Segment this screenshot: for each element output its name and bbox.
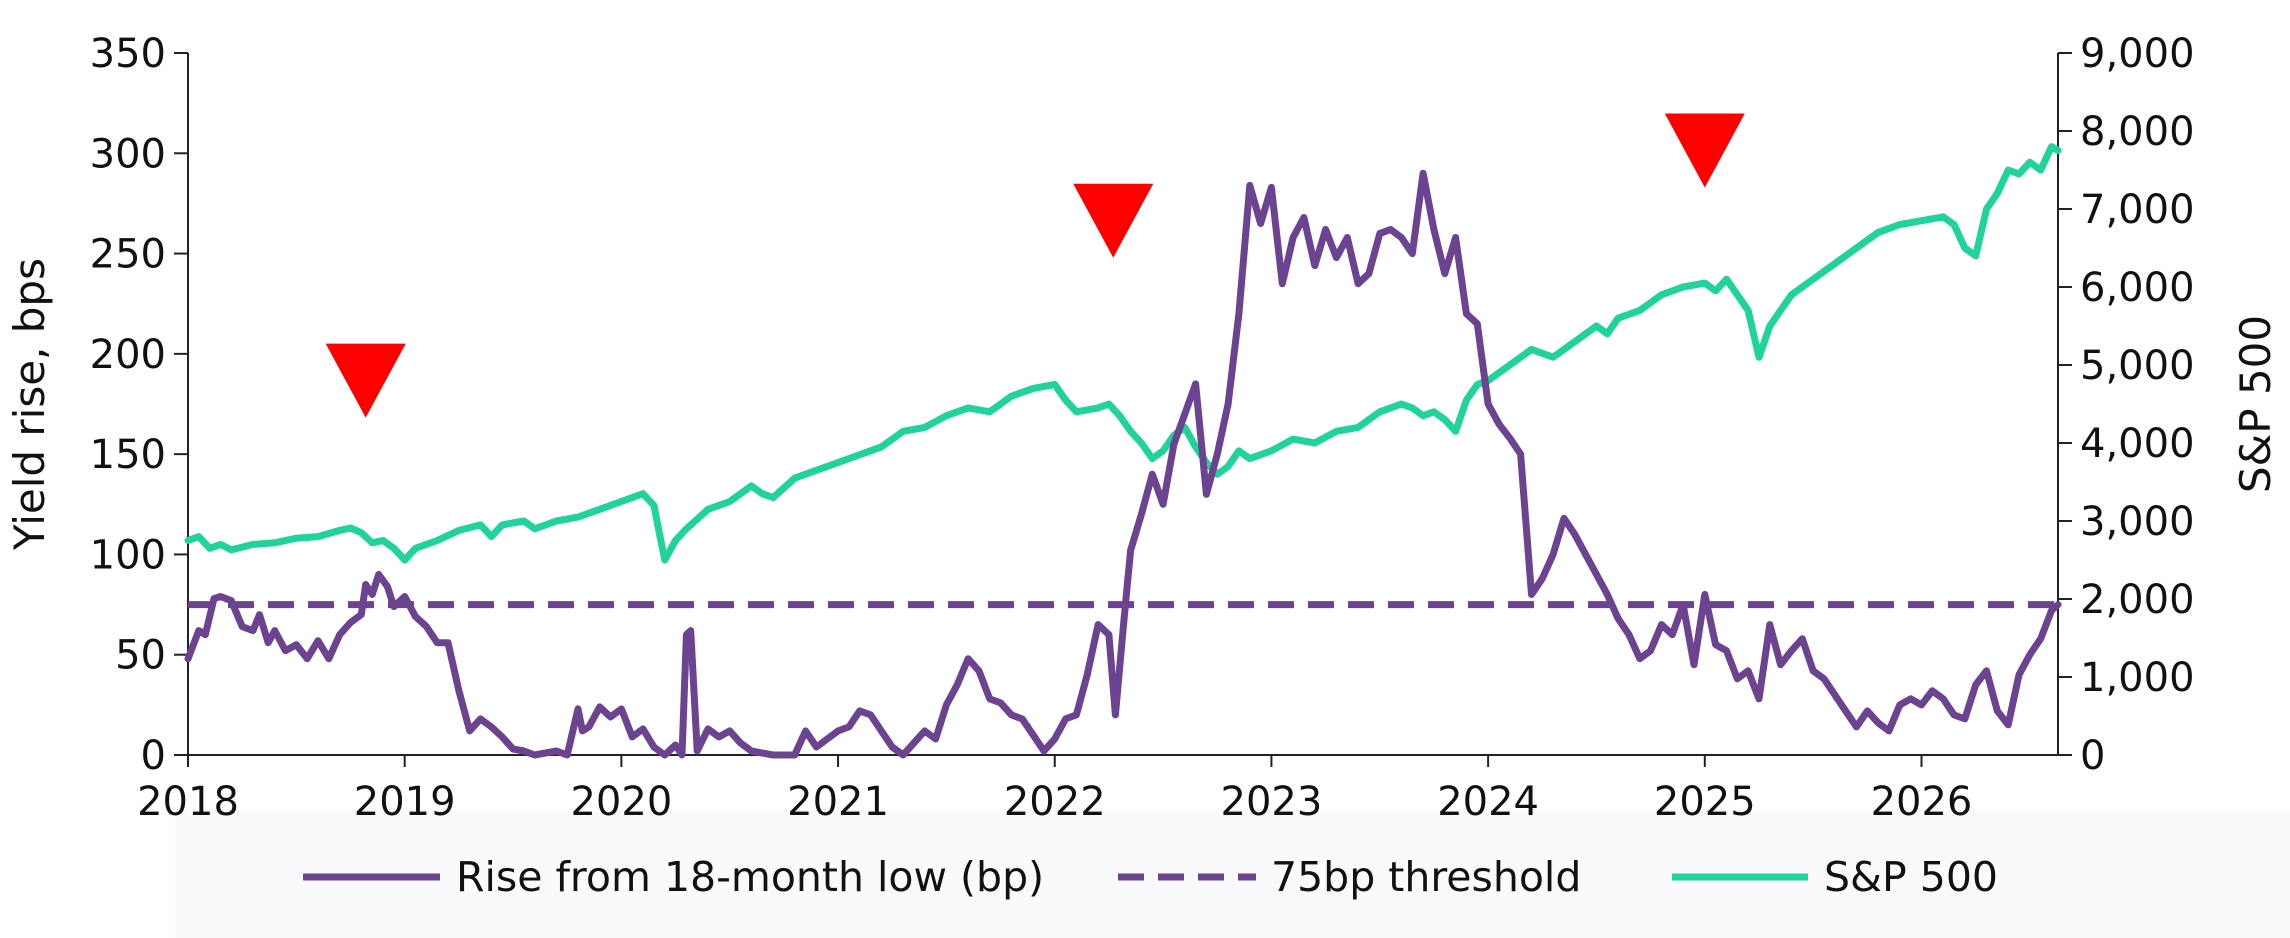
x-tick-label: 2024 [1437, 779, 1539, 825]
legend-item-yield-rise: Rise from 18-month low (bp) [303, 853, 1044, 901]
y-tick-label-left: 150 [90, 432, 166, 478]
y-tick-label-left: 100 [90, 532, 166, 578]
x-tick-label: 2023 [1221, 779, 1323, 825]
x-tick-label: 2026 [1871, 779, 1973, 825]
annotation-layer [325, 113, 1745, 418]
legend-label-sp500: S&P 500 [1824, 853, 1998, 901]
series-line-yield-rise [184, 169, 2062, 759]
legend-label-threshold: 75bp threshold [1271, 853, 1581, 901]
y-tick-label-right: 2,000 [2080, 577, 2195, 623]
y-tick-label-right: 9,000 [2080, 31, 2195, 77]
y-tick-label-left: 350 [90, 31, 166, 77]
legend-label-yield-rise: Rise from 18-month low (bp) [456, 853, 1044, 901]
y-tick-label-left: 200 [90, 332, 166, 378]
legend-item-threshold: 75bp threshold [1118, 853, 1581, 901]
x-tick-label: 2019 [354, 779, 456, 825]
y-tick-label-left: 0 [141, 733, 166, 779]
y-tick-label-left: 300 [90, 131, 166, 177]
y-tick-label-right: 5,000 [2080, 343, 2195, 389]
x-tick-label: 2021 [787, 779, 889, 825]
series-layer [184, 143, 2062, 759]
x-tick-label: 2020 [570, 779, 672, 825]
y-tick-label-right: 8,000 [2080, 109, 2195, 155]
y-axis-title-right: S&P 500 [2231, 315, 2280, 493]
legend-item-sp500: S&P 500 [1672, 853, 1998, 901]
legend: Rise from 18-month low (bp) 75bp thresho… [303, 853, 1998, 901]
y-tick-label-left: 250 [90, 232, 166, 278]
ticks [174, 52, 2072, 767]
y-axis-title-left: Yield rise, bps [5, 258, 54, 551]
y-tick-label-right: 1,000 [2080, 655, 2195, 701]
x-tick-label: 2018 [137, 779, 239, 825]
y-tick-label-right: 7,000 [2080, 187, 2195, 233]
tick-labels: 0 50 100 150 200 250 300 350 0 1,000 2,000 3,000 4,0… [90, 31, 2195, 825]
red-triangle-marker [1664, 113, 1745, 188]
y-tick-label-left: 50 [115, 633, 166, 679]
red-triangle-marker [1073, 183, 1154, 258]
y-tick-label-right: 3,000 [2080, 499, 2195, 545]
axes [187, 53, 2059, 756]
x-tick-label: 2022 [1004, 779, 1106, 825]
red-triangle-marker [325, 343, 406, 418]
x-tick-label: 2025 [1654, 779, 1756, 825]
y-tick-label-right: 0 [2080, 733, 2105, 779]
legend-background [175, 810, 2290, 938]
y-tick-label-right: 6,000 [2080, 265, 2195, 311]
y-tick-label-right: 4,000 [2080, 421, 2195, 467]
